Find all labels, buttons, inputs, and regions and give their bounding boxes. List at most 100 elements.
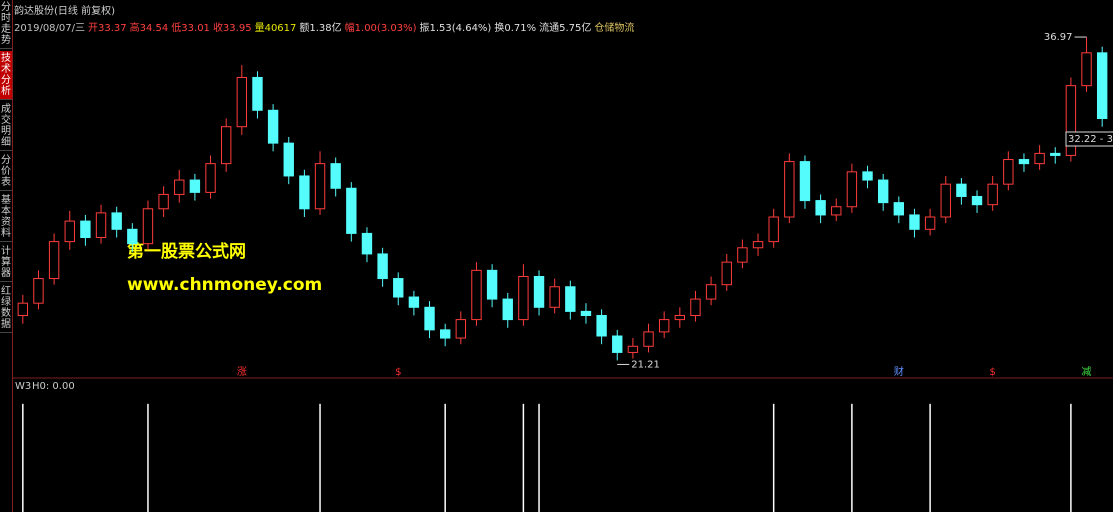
candle-body — [877, 179, 889, 204]
sidebar-tab[interactable]: 分时走势 — [0, 0, 12, 49]
sidebar-tab[interactable]: 计算器 — [0, 244, 12, 282]
event-icon: 减 — [1082, 366, 1092, 378]
candle-body — [486, 269, 498, 300]
candle-body — [752, 241, 764, 249]
quote-field: 收33.95 — [212, 23, 252, 34]
quote-field: 流通5.75亿 — [539, 23, 592, 34]
candle-body — [48, 241, 60, 280]
candle-body — [127, 228, 138, 245]
candle-body — [721, 261, 732, 286]
candle-body — [518, 276, 529, 321]
candle-body — [674, 314, 686, 321]
candle-body — [831, 206, 842, 216]
candle-body — [236, 76, 248, 128]
candle-body — [439, 329, 451, 339]
range-box — [1065, 131, 1113, 147]
event-icon: $ — [989, 367, 995, 378]
candle-body — [189, 179, 201, 193]
quote-field: 低33.01 — [171, 23, 210, 34]
candle-body — [596, 314, 607, 337]
candle-body — [80, 220, 91, 239]
candle-body — [909, 214, 920, 230]
quote-field: 额1.38亿 — [299, 23, 342, 34]
candle-body — [1065, 85, 1077, 156]
candle-body — [205, 163, 216, 193]
sidebar: 分时走势技术分析成交明细分价表基本资料计算器红绿数据 — [0, 0, 12, 333]
candle-body — [799, 161, 811, 202]
quote-field: 仓储物流 — [594, 23, 635, 34]
quote-field: 换0.71% — [494, 23, 537, 34]
candle-body — [1003, 159, 1014, 185]
candle-body — [971, 195, 983, 206]
quote-field: 开33.37 — [88, 23, 127, 34]
candle-body — [1081, 52, 1092, 87]
sidebar-tab[interactable]: 技术分析 — [0, 51, 12, 100]
candle-body — [502, 298, 513, 321]
candle-body — [252, 76, 263, 111]
candle-body — [64, 220, 75, 243]
candle-body — [658, 319, 670, 333]
candle-body — [471, 269, 482, 321]
candle-body — [815, 200, 826, 216]
candle-body — [17, 302, 29, 316]
candle-body — [987, 183, 998, 206]
header: 韵达股份(日线 前复权) 2019/08/07/三 开33.37 高34.54 低33… — [14, 2, 634, 34]
candle-body — [158, 193, 169, 210]
indicator-label: H0: 0.00 — [32, 381, 75, 392]
indicator-name: W3 — [15, 381, 31, 392]
candle-body — [408, 296, 420, 308]
candle-body — [956, 183, 967, 197]
candle-body — [612, 335, 623, 353]
range-label: 32.22 - 32 — [1068, 134, 1113, 145]
candle-body — [267, 109, 279, 144]
candle-body — [377, 253, 388, 280]
candle-body — [424, 306, 435, 331]
quote-field: 幅1.00(3.03%) — [344, 23, 417, 34]
event-icon: $ — [395, 367, 401, 378]
quote-field: 高34.54 — [129, 23, 169, 34]
candle-body — [220, 126, 232, 165]
candle-body — [924, 216, 936, 230]
quote-fields: 2019/08/07/三 开33.37 高34.54 低33.01 收33.95 量406… — [14, 19, 634, 34]
candle-body — [940, 183, 951, 218]
candle-body — [455, 319, 467, 339]
candle-body — [330, 163, 341, 189]
candle-body — [705, 284, 717, 300]
candle-body — [299, 175, 310, 210]
candle-body — [565, 286, 576, 312]
candle-body — [690, 298, 701, 316]
candle-body — [283, 142, 294, 177]
candle-body — [361, 232, 373, 255]
sidebar-tab[interactable]: 分价表 — [0, 153, 12, 191]
candle-body — [1018, 159, 1030, 165]
candle-body — [1096, 52, 1108, 119]
candle-body — [862, 171, 873, 181]
candle-body — [533, 276, 545, 308]
sidebar-tab[interactable]: 红绿数据 — [0, 284, 12, 333]
watermark: 第一股票公式网 — [127, 241, 246, 262]
candle-body — [580, 310, 592, 316]
candle-body — [314, 163, 326, 210]
candle-body — [549, 286, 560, 308]
candle-body — [737, 247, 748, 263]
candle-body — [393, 278, 404, 298]
candle-body — [784, 161, 795, 218]
candle-body — [643, 331, 654, 347]
sidebar-tab[interactable]: 基本资料 — [0, 193, 12, 242]
candle-body — [95, 212, 107, 239]
quote-field: 振1.53(4.64%) — [419, 23, 492, 34]
sidebar-tab[interactable]: 成交明细 — [0, 102, 12, 151]
candle-body — [1034, 152, 1045, 165]
candle-body — [33, 278, 44, 304]
candle-body — [174, 179, 185, 195]
candle-body — [1050, 152, 1061, 156]
event-icon: 涨 — [237, 366, 247, 378]
candle-body — [768, 216, 779, 243]
min-label: 21.21 — [631, 359, 660, 370]
candle-body — [627, 345, 639, 353]
event-icon: 财 — [894, 365, 904, 378]
quote-field: 2019/08/07/三 — [14, 23, 86, 34]
candle-body — [893, 202, 905, 216]
